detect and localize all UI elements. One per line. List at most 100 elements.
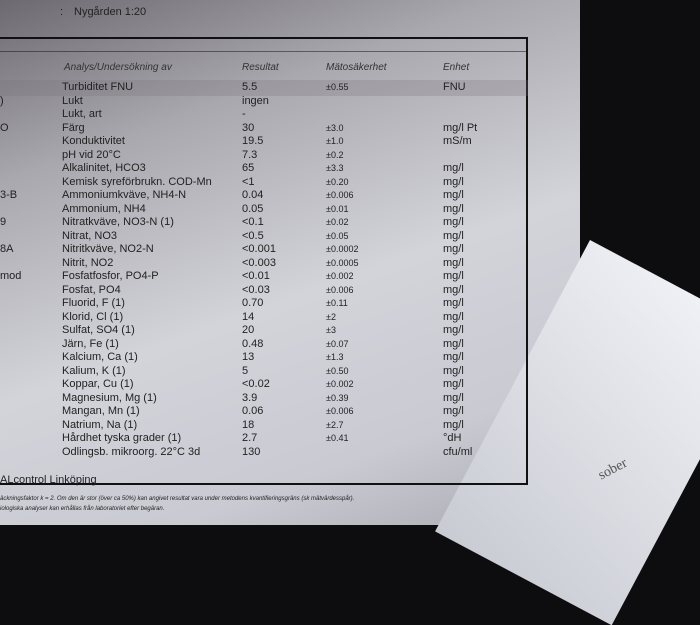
analysis-name: Fosfatfosfor, PO4-P <box>62 270 159 282</box>
analysis-name: Magnesium, Mg (1) <box>62 391 157 404</box>
row-code: 3-B <box>0 189 18 201</box>
unit-value: mS/m <box>443 135 472 147</box>
result-value: <0.02 <box>242 378 270 390</box>
uncertainty-value: ±0.11 <box>326 298 348 308</box>
analysis-name: Mangan, Mn (1) <box>62 405 140 417</box>
result-value: 0.05 <box>242 202 264 215</box>
result-value: 13 <box>242 351 255 363</box>
uncertainty-value: ±0.39 <box>326 392 349 403</box>
table-bottom-border <box>0 483 528 485</box>
result-value: <1 <box>242 175 255 188</box>
analysis-name: Nitritkväve, NO2-N <box>62 243 154 255</box>
unit-value: mg/l <box>443 310 464 323</box>
result-value: 0.06 <box>242 405 264 417</box>
property-name: Nygården 1:20 <box>74 6 147 18</box>
analysis-name: pH vid 20°C <box>62 148 121 161</box>
unit-value: FNU <box>443 81 466 93</box>
analysis-name: Lukt <box>62 94 83 107</box>
result-value: - <box>242 108 246 120</box>
analysis-name: Klorid, Cl (1) <box>62 310 124 323</box>
result-value: <0.1 <box>242 216 264 228</box>
unit-value: mg/l <box>443 391 464 404</box>
header-analysis: Analys/Undersökning av <box>64 62 172 73</box>
row-code: ) <box>0 94 4 107</box>
result-value: 19.5 <box>242 135 264 147</box>
result-value: 3.9 <box>242 391 258 404</box>
uncertainty-value: ±0.0002 <box>326 244 359 254</box>
unit-value: mg/l Pt <box>443 121 478 134</box>
result-value: 18 <box>242 418 255 431</box>
analysis-name: Natrium, Na (1) <box>62 418 138 431</box>
unit-value: mg/l <box>443 337 464 350</box>
row-code: 8A <box>0 243 14 255</box>
unit-value: mg/l <box>443 378 464 390</box>
report-page <box>0 0 580 525</box>
analysis-name: Fosfat, PO4 <box>62 283 121 296</box>
row-code: 9 <box>0 216 7 228</box>
uncertainty-value: ±0.006 <box>326 190 354 200</box>
row-code: O <box>0 121 9 134</box>
uncertainty-value: ±3.3 <box>326 163 344 173</box>
unit-value: mg/l <box>443 256 464 269</box>
uncertainty-value: ±0.20 <box>326 176 349 187</box>
result-value: 7.3 <box>242 148 258 161</box>
analysis-name: Konduktivitet <box>62 135 125 147</box>
unit-value: mg/l <box>443 418 464 431</box>
unit-value: mg/l <box>443 364 464 377</box>
result-value: 30 <box>242 121 255 134</box>
result-value: ingen <box>242 94 269 107</box>
unit-value: mg/l <box>443 405 464 417</box>
uncertainty-value: ±0.2 <box>326 149 344 160</box>
unit-value: °dH <box>443 432 462 444</box>
header-rule <box>0 51 526 52</box>
analysis-name: Lukt, art <box>62 108 102 120</box>
unit-value: mg/l <box>443 270 464 282</box>
uncertainty-value: ±0.07 <box>326 338 349 349</box>
uncertainty-value: ±0.55 <box>326 82 349 92</box>
analysis-name: Alkalinitet, HCO3 <box>62 162 146 174</box>
uncertainty-value: ±0.002 <box>326 271 354 281</box>
analysis-name: Odlingsb. mikroorg. 22°C 3d <box>62 445 201 458</box>
highlight-band <box>0 80 528 96</box>
unit-value: mg/l <box>443 324 464 336</box>
analysis-name: Fluorid, F (1) <box>62 297 125 309</box>
result-value: <0.001 <box>242 243 276 255</box>
uncertainty-value: ±0.50 <box>326 365 349 376</box>
analysis-name: Koppar, Cu (1) <box>62 378 134 390</box>
unit-value: mg/l <box>443 229 464 242</box>
analysis-name: Nitrat, NO3 <box>62 229 118 242</box>
unit-value: mg/l <box>443 189 464 201</box>
footnote-2: iologiska analyser kan erhållas från lab… <box>0 506 165 512</box>
analysis-name: Ammonium, NH4 <box>62 202 146 215</box>
uncertainty-value: ±0.01 <box>326 203 349 214</box>
result-value: <0.5 <box>242 229 264 242</box>
uncertainty-value: ±0.02 <box>326 217 349 227</box>
lab-name: ALcontrol Linköping <box>0 474 97 486</box>
table-top-border <box>0 37 528 39</box>
analysis-name: Järn, Fe (1) <box>62 337 119 350</box>
result-value: 5.5 <box>242 81 258 93</box>
result-value: 20 <box>242 324 255 336</box>
result-value: 0.48 <box>242 337 264 350</box>
unit-value: mg/l <box>443 202 464 215</box>
unit-value: mg/l <box>443 351 464 363</box>
uncertainty-value: ±3.0 <box>326 122 344 133</box>
result-value: 0.70 <box>242 297 264 309</box>
row-code: mod <box>0 270 22 282</box>
unit-value: mg/l <box>443 297 464 309</box>
analysis-name: Nitrit, NO2 <box>62 256 114 269</box>
result-value: <0.01 <box>242 270 270 282</box>
unit-value: mg/l <box>443 216 464 228</box>
header-unit: Enhet <box>443 62 470 73</box>
result-value: 2.7 <box>242 432 258 444</box>
top-separator: : <box>60 6 64 18</box>
result-value: 0.04 <box>242 189 264 201</box>
result-value: 14 <box>242 310 255 323</box>
uncertainty-value: ±0.006 <box>326 406 354 416</box>
unit-value: mg/l <box>443 243 464 255</box>
uncertainty-value: ±1.0 <box>326 136 344 146</box>
analysis-name: Sulfat, SO4 (1) <box>62 324 135 336</box>
result-value: 65 <box>242 162 255 174</box>
uncertainty-value: ±0.05 <box>326 230 349 241</box>
result-value: 5 <box>242 364 249 377</box>
